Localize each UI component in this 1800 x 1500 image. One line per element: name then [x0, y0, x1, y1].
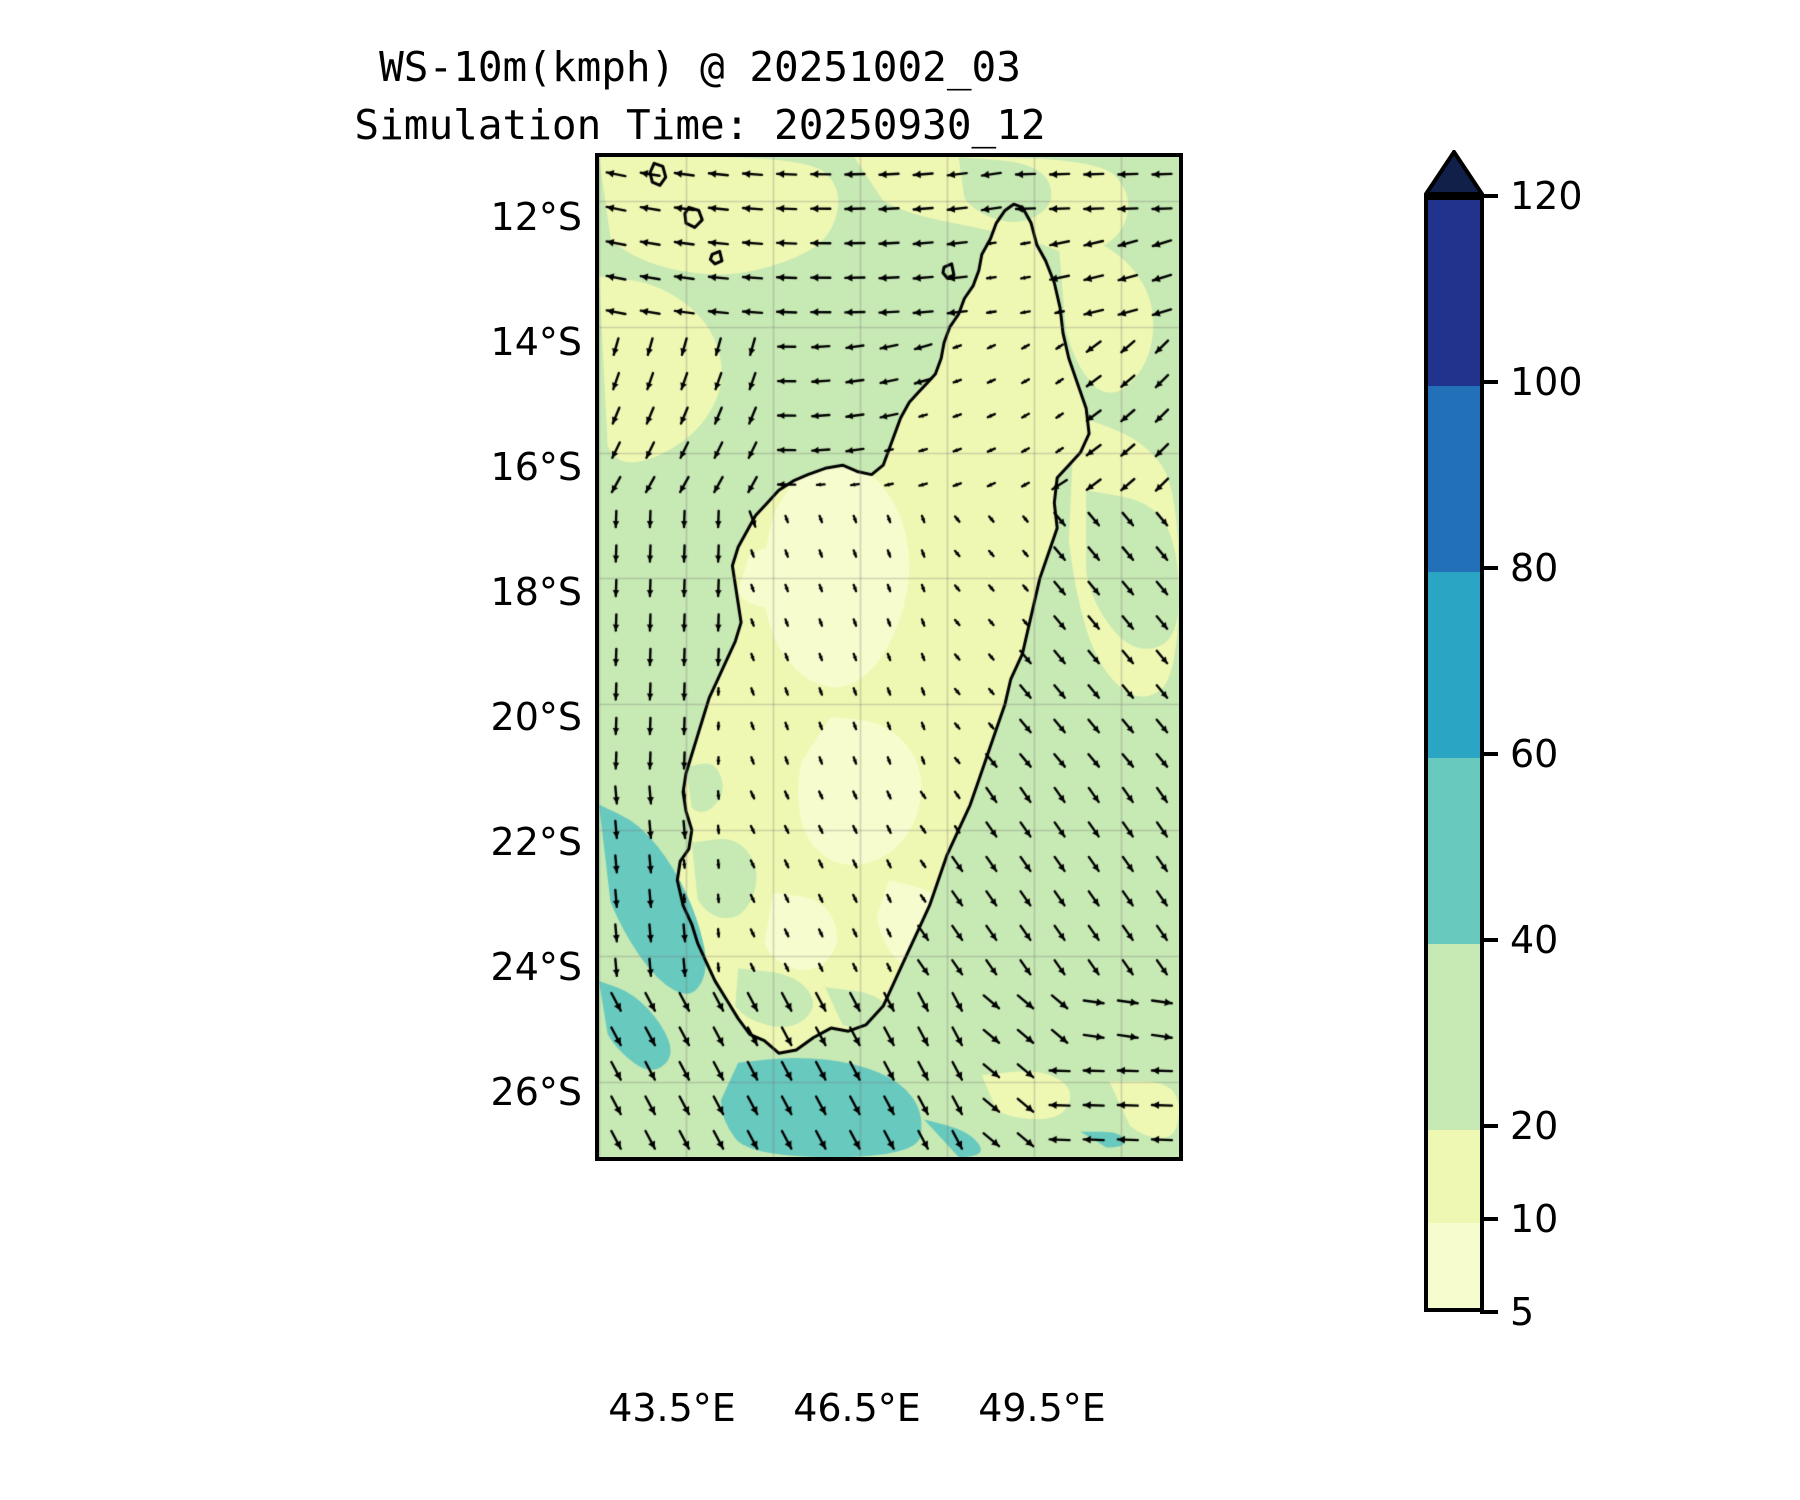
- colorbar-segment-60-80: [1428, 572, 1480, 758]
- colorbar-tick-80: [1480, 566, 1498, 570]
- colorbar-segment-100-120: [1428, 200, 1480, 386]
- ytick-label-3: 18°S: [490, 570, 582, 614]
- xtick-label-2: 49.5°E: [978, 1386, 1106, 1430]
- colorbar-tick-60: [1480, 752, 1498, 756]
- colorbar-tick-label-100: 100: [1510, 360, 1583, 404]
- colorbar-segment-10-20: [1428, 1130, 1480, 1223]
- ytick-label-7: 26°S: [490, 1070, 582, 1114]
- figure-title-line-2: Simulation Time: 20250930_12: [354, 101, 1046, 149]
- colorbar-tick-label-120: 120: [1510, 174, 1583, 218]
- wind-speed-contour-canvas: [599, 157, 1179, 1157]
- colorbar-segment-20-40: [1428, 944, 1480, 1130]
- colorbar-tick-label-10: 10: [1510, 1197, 1559, 1241]
- ytick-label-1: 14°S: [490, 320, 582, 364]
- figure-title-line-1: WS-10m(kmph) @ 20251002_03: [379, 43, 1021, 91]
- colorbar-tick-10: [1480, 1217, 1498, 1221]
- colorbar-tick-40: [1480, 938, 1498, 942]
- colorbar-tick-label-5: 5: [1510, 1290, 1535, 1334]
- map-plot-area: [595, 153, 1183, 1161]
- xtick-label-0: 43.5°E: [608, 1386, 736, 1430]
- colorbar-gradient-bar: [1424, 196, 1484, 1312]
- colorbar-tick-label-60: 60: [1510, 732, 1559, 776]
- ytick-label-4: 20°S: [490, 695, 582, 739]
- colorbar-tick-label-20: 20: [1510, 1104, 1559, 1148]
- ytick-label-5: 22°S: [490, 820, 582, 864]
- ytick-label-6: 24°S: [490, 945, 582, 989]
- colorbar-segment-80-100: [1428, 386, 1480, 572]
- colorbar-tick-20: [1480, 1124, 1498, 1128]
- colorbar-tick-label-80: 80: [1510, 546, 1559, 590]
- ytick-label-0: 12°S: [490, 195, 582, 239]
- colorbar: 120 100 80 60 40 20 10 5: [1424, 150, 1583, 1334]
- colorbar-tick-label-40: 40: [1510, 918, 1559, 962]
- colorbar-tick-120: [1480, 194, 1498, 198]
- ytick-label-2: 16°S: [490, 445, 582, 489]
- figure-title-block: WS-10m(kmph) @ 20251002_03 Simulation Ti…: [0, 38, 1400, 154]
- colorbar-tick-100: [1480, 380, 1498, 384]
- colorbar-extend-max-arrow: [1424, 150, 1484, 196]
- colorbar-tick-5: [1480, 1310, 1498, 1314]
- colorbar-segment-5-10: [1428, 1223, 1480, 1308]
- colorbar-segment-40-60: [1428, 758, 1480, 944]
- xtick-label-1: 46.5°E: [793, 1386, 921, 1430]
